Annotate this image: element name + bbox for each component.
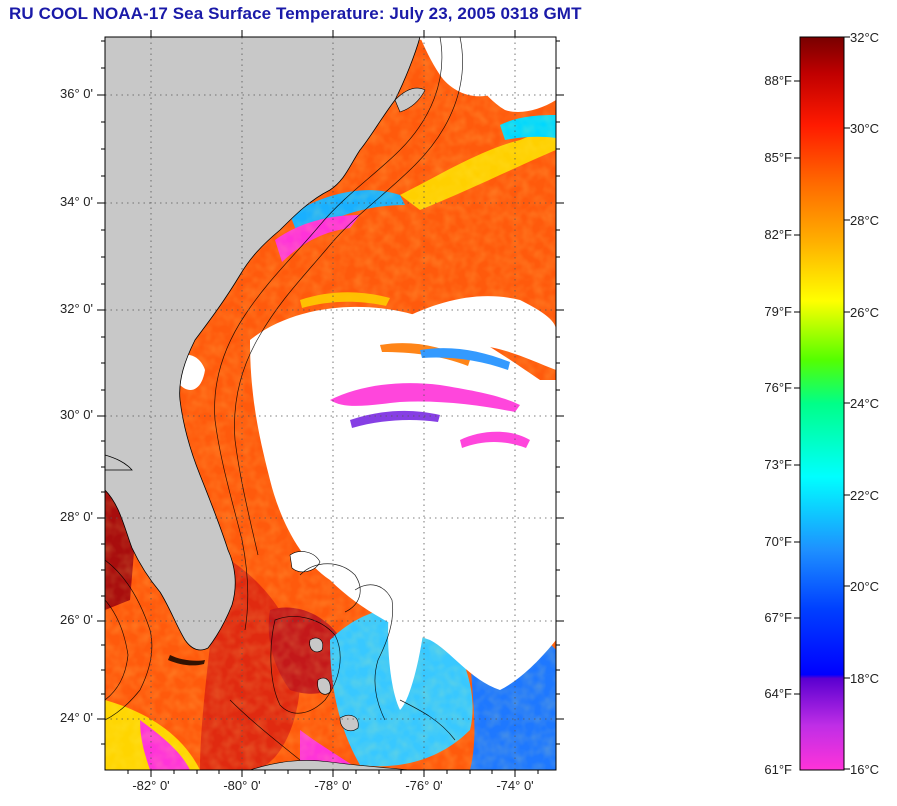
map-frame bbox=[104, 36, 557, 771]
colorbar-f-label: 76°F bbox=[764, 380, 792, 395]
cloud-mask-bahamas bbox=[388, 596, 425, 710]
cloud-mask-north bbox=[400, 296, 556, 370]
colorbar-f-label: 79°F bbox=[764, 304, 792, 319]
colorbar-c-label: 32°C bbox=[850, 30, 880, 45]
colorbar-c-label: 16°C bbox=[850, 762, 880, 777]
lat-label-36: 36° 0' bbox=[60, 86, 93, 101]
colorbar-c-label: 22°C bbox=[850, 488, 880, 503]
bathymetry-contours bbox=[105, 37, 463, 761]
colorbar-c-label: 20°C bbox=[850, 579, 880, 594]
colorbar-c-label: 28°C bbox=[850, 213, 880, 228]
graticule bbox=[105, 37, 556, 770]
land-gulf-coast bbox=[105, 454, 133, 471]
colorbar-f-label: 73°F bbox=[764, 457, 792, 472]
colorbar-f-label: 85°F bbox=[764, 150, 792, 165]
island-andros bbox=[309, 637, 323, 653]
outer-banks-region bbox=[420, 37, 556, 97]
land-cuba-north-coast bbox=[249, 760, 411, 770]
cloud-mask-east bbox=[445, 600, 490, 664]
land-cape bbox=[394, 87, 426, 113]
lat-label-26: 26° 0' bbox=[60, 612, 93, 627]
colorbar bbox=[799, 36, 845, 771]
cloud-edge-flecks bbox=[300, 292, 530, 448]
lon-label-82: -82° 0' bbox=[132, 778, 170, 793]
colorbar-c-label: 18°C bbox=[850, 671, 880, 686]
lon-label-78: -78° 0' bbox=[314, 778, 352, 793]
lat-label-30: 30° 0' bbox=[60, 407, 93, 422]
colorbar-f-label: 61°F bbox=[764, 762, 792, 777]
lat-label-24: 24° 0' bbox=[60, 710, 93, 725]
colorbar-c-label: 30°C bbox=[850, 121, 880, 136]
lon-label-76: -76° 0' bbox=[405, 778, 443, 793]
colorbar-f-label: 67°F bbox=[764, 610, 792, 625]
colorbar-c-label: 24°C bbox=[850, 396, 880, 411]
map-area bbox=[105, 37, 556, 770]
land-us-southeast bbox=[105, 37, 421, 651]
colorbar-f-label: 64°F bbox=[764, 686, 792, 701]
colorbar-f-label: 70°F bbox=[764, 534, 792, 549]
colorbar-c-label: 26°C bbox=[850, 305, 880, 320]
lon-label-74: -74° 0' bbox=[496, 778, 534, 793]
lon-label-80: -80° 0' bbox=[223, 778, 261, 793]
lat-label-34: 34° 0' bbox=[60, 194, 93, 209]
colorbar-f-label: 82°F bbox=[764, 227, 792, 242]
minor-ticks bbox=[101, 40, 560, 774]
map-ticks bbox=[97, 30, 564, 777]
colorbar-ticks bbox=[794, 36, 850, 770]
colorbar-f-label: 88°F bbox=[764, 73, 792, 88]
lat-label-32: 32° 0' bbox=[60, 301, 93, 316]
florida-keys bbox=[168, 655, 205, 666]
lat-label-28: 28° 0' bbox=[60, 509, 93, 524]
page-title: RU COOL NOAA-17 Sea Surface Temperature:… bbox=[9, 4, 582, 23]
